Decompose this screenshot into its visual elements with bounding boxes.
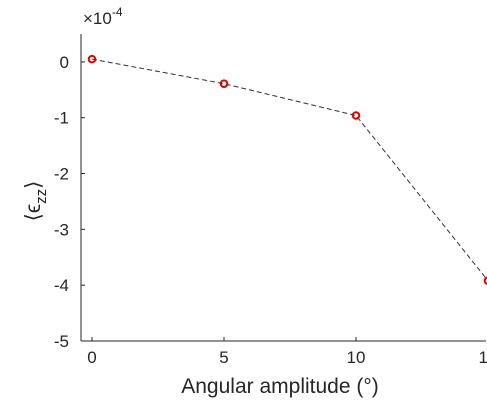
x-tick-label: 5 xyxy=(219,348,228,367)
x-tick-label: 10 xyxy=(347,348,366,367)
data-point xyxy=(483,276,487,285)
data-point xyxy=(219,79,229,88)
y-multiplier-exponent: -4 xyxy=(112,5,123,19)
y-axis-label-main: ⟨ϵ xyxy=(22,204,45,221)
data-point xyxy=(87,54,97,64)
x-tick-label: 15 xyxy=(479,348,487,367)
y-tick-label: -5 xyxy=(54,332,69,351)
x-axis-label: Angular amplitude (°) xyxy=(181,375,379,398)
y-tick-label: -4 xyxy=(54,276,69,295)
data-point xyxy=(351,111,361,120)
y-axis-label-close: ⟩ xyxy=(22,181,45,189)
series-line xyxy=(91,58,487,281)
series-layer xyxy=(87,54,487,285)
y-tick-label: 0 xyxy=(60,53,69,72)
svg-text:⟨ϵzz⟩: ⟨ϵzz⟩ xyxy=(22,181,50,222)
y-axis-label-subscript: zz xyxy=(33,189,50,204)
y-multiplier-base: ×10 xyxy=(83,9,112,28)
y-tick-label: -3 xyxy=(54,220,69,239)
y-tick-label: -1 xyxy=(54,109,69,128)
y-axis-label: ⟨ϵzz⟩ xyxy=(22,181,50,222)
y-tick-label: -2 xyxy=(54,165,69,184)
y-multiplier: ×10-4 xyxy=(83,5,123,28)
x-tick-label: 0 xyxy=(87,348,96,367)
axes: 0 -1 -2 -3 -4 -5 0 5 10 15 xyxy=(54,34,487,367)
